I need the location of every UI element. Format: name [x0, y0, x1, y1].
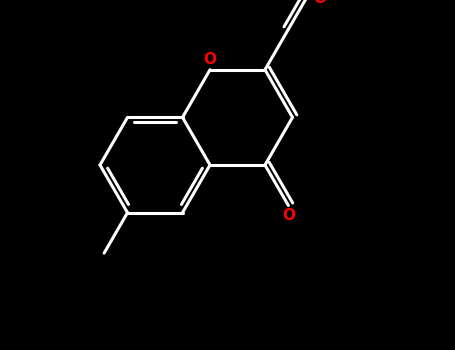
Text: O: O: [282, 209, 295, 224]
Text: O: O: [203, 52, 217, 67]
Text: O: O: [314, 0, 327, 6]
